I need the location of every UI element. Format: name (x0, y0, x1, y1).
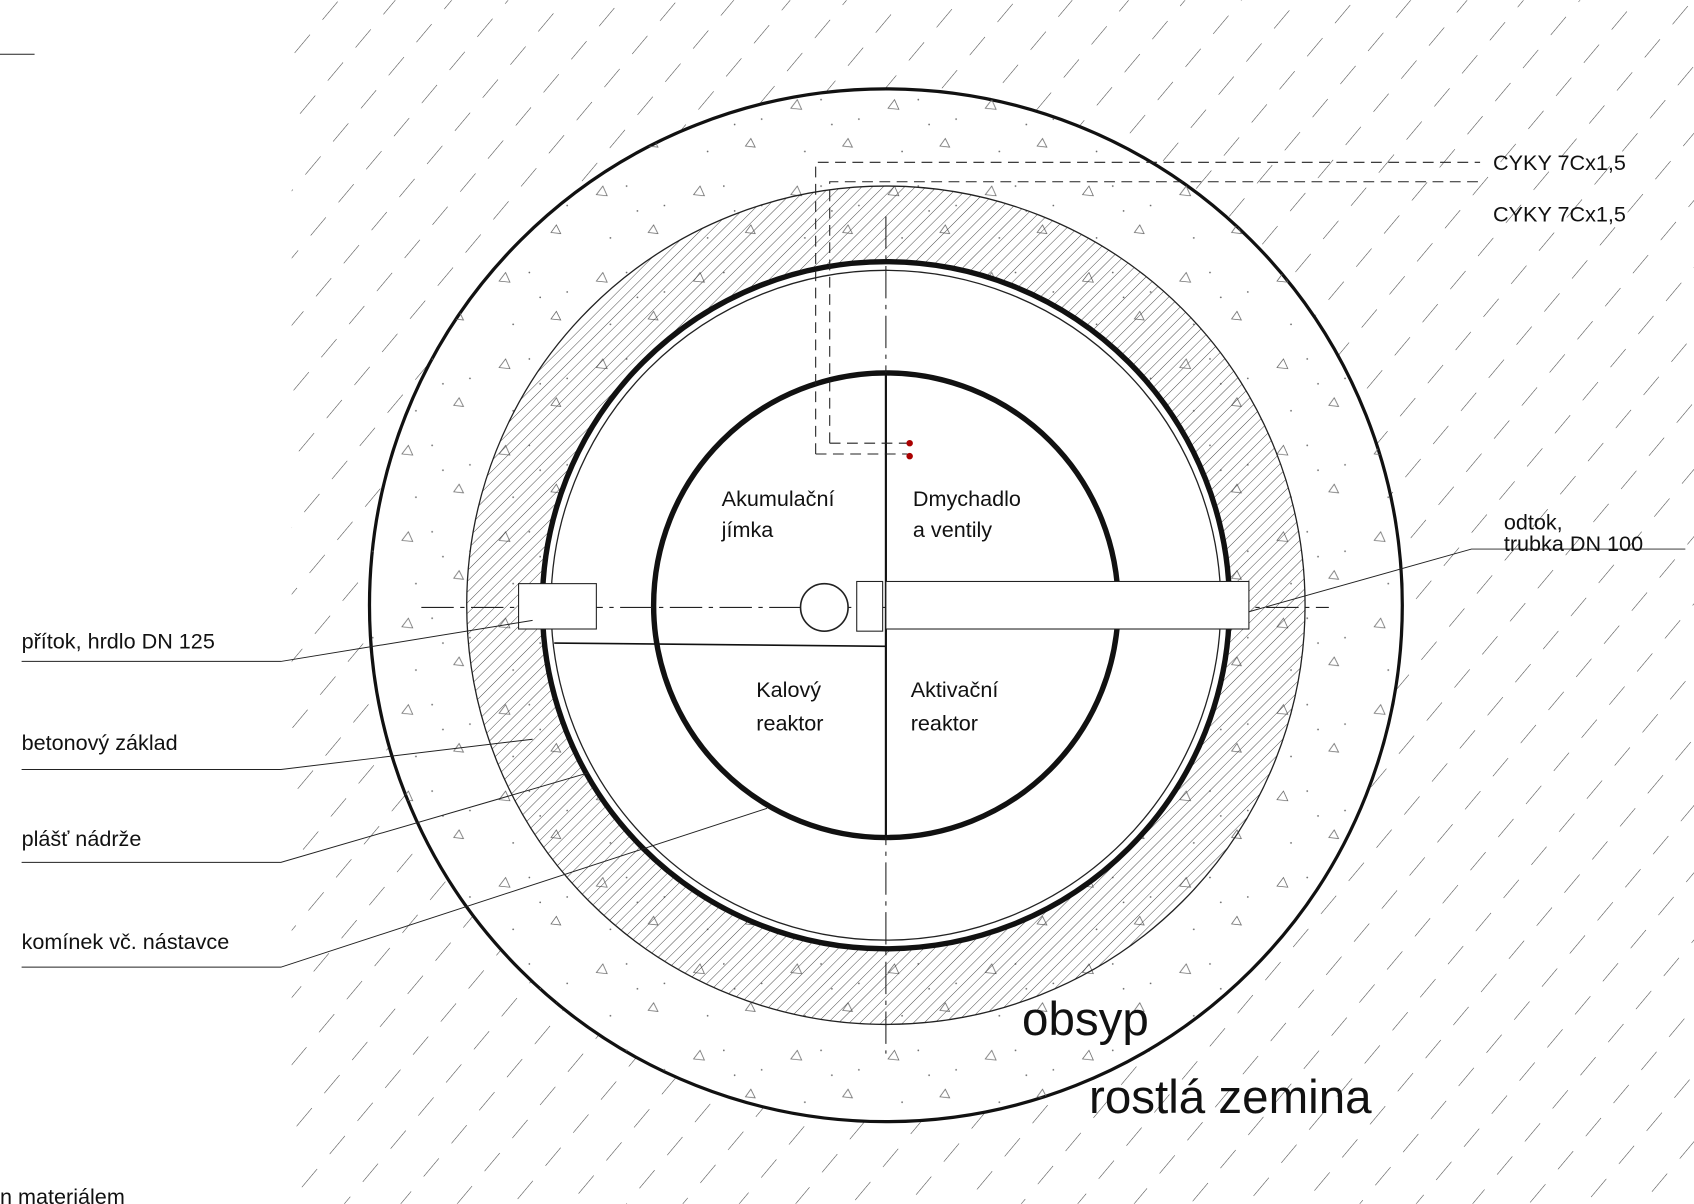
cable-label: CYKY 7Cx1,5 (1493, 202, 1626, 227)
cable-label: CYKY 7Cx1,5 (1493, 150, 1626, 175)
outlet-label: odtok, (1504, 510, 1563, 535)
outlet-label: trubka DN 100 (1504, 531, 1643, 556)
footnote: n materiálem (0, 1184, 125, 1204)
terminal (906, 439, 913, 447)
chamber-label: Aktivační (911, 677, 999, 702)
chamber-label: Akumulační (722, 486, 835, 511)
chamber-label: reaktor (911, 711, 978, 736)
chamber-label: Kalový (756, 677, 821, 702)
inlet-socket (518, 583, 597, 630)
zone-label: rostlá zemina (1089, 1071, 1372, 1124)
cables (815, 161, 1481, 455)
zone-label: obsyp (1022, 993, 1149, 1046)
legend-label: plášť nádrže (22, 826, 142, 851)
chamber-label: jímka (721, 517, 775, 542)
legend-label: přítok, hrdlo DN 125 (22, 628, 215, 653)
leaders (21, 548, 1686, 968)
partition-h (554, 642, 886, 648)
legend-label: betonový základ (22, 730, 178, 755)
fitting (856, 580, 884, 632)
chamber-label: reaktor (756, 711, 823, 736)
outlet-pipe (885, 580, 1250, 630)
pipe-section (799, 582, 849, 632)
terminal (906, 452, 913, 460)
chamber-label: a ventily (913, 517, 992, 542)
legend-label: komínek vč. nástavce (22, 929, 230, 954)
chamber-label: Dmychadlo (913, 486, 1021, 511)
